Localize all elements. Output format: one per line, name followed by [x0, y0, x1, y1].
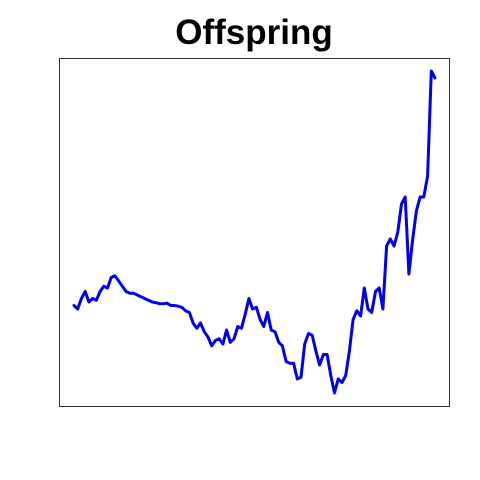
series-line [72, 69, 437, 395]
chart-title: Offspring [175, 13, 332, 52]
plot-frame [59, 58, 450, 407]
